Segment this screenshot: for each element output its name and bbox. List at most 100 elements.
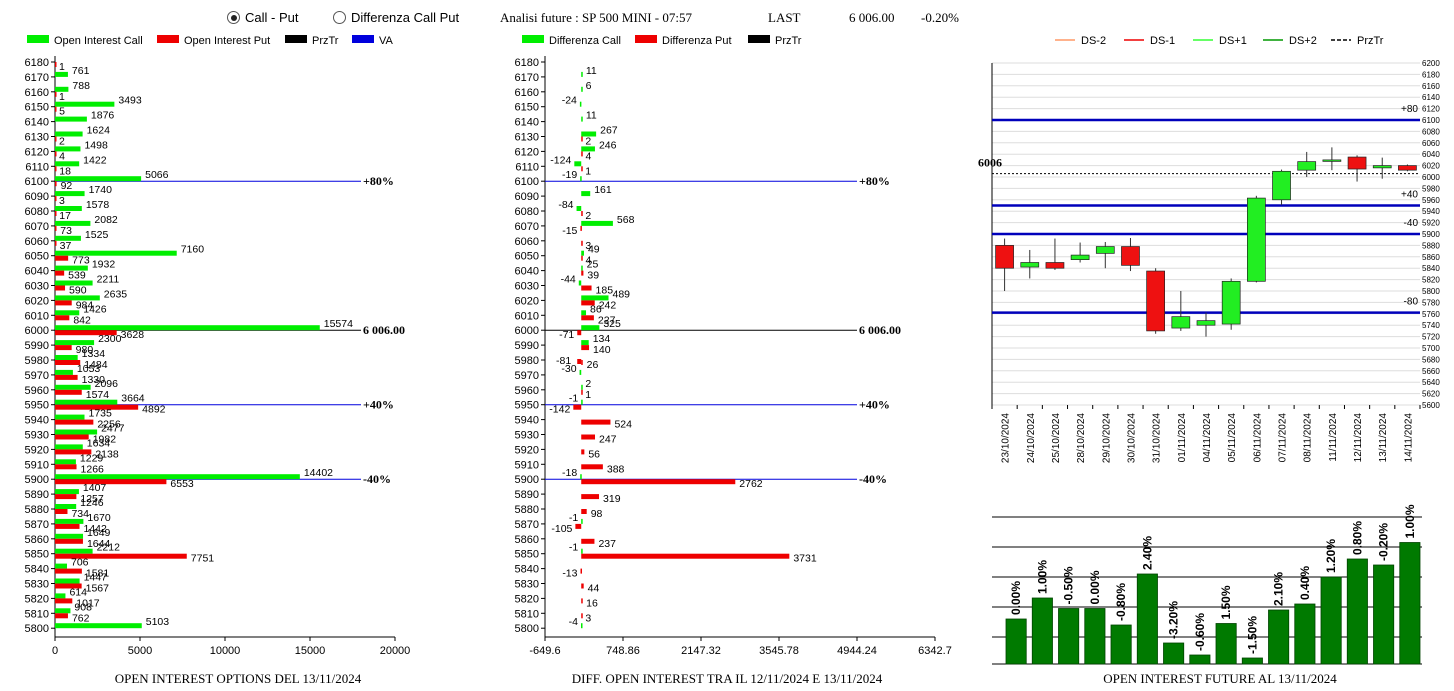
bar-call: [55, 206, 82, 211]
put-value-label: 980: [76, 344, 94, 356]
strike-label: 5910: [25, 459, 49, 471]
put-value-label: 388: [607, 463, 625, 475]
bar-call: [581, 265, 583, 271]
bar-call: [581, 340, 589, 346]
put-value-label: 2: [59, 136, 65, 148]
bar-put: [581, 583, 584, 589]
bar-put: [55, 315, 70, 321]
strike-label: 6020: [25, 295, 49, 307]
put-value-label: 17: [59, 210, 71, 222]
strike-label: 5930: [25, 430, 49, 442]
put-value-label: 6553: [170, 478, 194, 490]
put-value-label: 2256: [97, 419, 121, 431]
date-label: 24/10/2024: [1026, 413, 1037, 463]
date-label: 28/10/2024: [1076, 413, 1087, 463]
strike-label: 6150: [25, 102, 49, 114]
put-value-label: 37: [60, 240, 72, 252]
bar-put: [55, 225, 57, 231]
put-value-label: 1574: [86, 389, 110, 401]
bar-call: [581, 295, 609, 301]
call-value-label: 1426: [83, 303, 107, 315]
y-tick-label: 6060: [1422, 139, 1440, 148]
bar-call: [55, 355, 78, 360]
x-tick-label: 5000: [128, 645, 152, 657]
bar-put: [55, 479, 167, 485]
strike-label: 5990: [515, 340, 539, 352]
put-value-label: 984: [76, 299, 94, 311]
bar-put: [581, 211, 583, 216]
bar-put: [581, 255, 583, 261]
caption-right: OPEN INTEREST FUTURE AL 13/11/2024: [1103, 671, 1337, 686]
strike-label: 6180: [515, 57, 539, 69]
radio-diff-call-put[interactable]: Differenza Call Put: [333, 10, 459, 25]
candle-up: [1070, 254, 1090, 260]
put-value-label: 3: [585, 612, 591, 624]
strike-label: 5920: [515, 444, 539, 456]
radio-selected-icon[interactable]: [227, 11, 240, 24]
bar-put: [55, 360, 81, 365]
radio-unselected-icon[interactable]: [333, 11, 346, 24]
bar-call: [55, 101, 115, 107]
legend-label: Open Interest Call: [54, 35, 143, 47]
candle-up: [1020, 262, 1040, 268]
strike-label: 6060: [515, 236, 539, 248]
y-tick-label: 5760: [1422, 310, 1440, 319]
bar-put: [55, 374, 78, 380]
bar-put: [55, 62, 57, 67]
y-tick-label: 6080: [1422, 127, 1440, 136]
y-tick-label: 5640: [1422, 378, 1440, 387]
radio-diff-label: Differenza Call Put: [351, 10, 460, 25]
legend-swatch: [157, 35, 179, 43]
last-price-label: 6006: [978, 156, 1002, 170]
call-value-label: 489: [613, 288, 631, 300]
oi-bar: [1005, 618, 1027, 665]
bar-put: [581, 419, 611, 425]
bar-put: [55, 330, 117, 336]
strike-label: 5800: [515, 623, 539, 635]
reference-label: -40%: [363, 472, 391, 486]
put-value-label: -13: [562, 568, 577, 580]
strike-label: 6040: [25, 266, 49, 278]
oi-value-label: 1.50%: [1219, 585, 1233, 619]
y-tick-label: 5900: [1422, 230, 1440, 239]
oi-value-label: 1.00%: [1403, 504, 1417, 538]
call-value-label: -1: [569, 512, 578, 524]
oi-bar: [1031, 597, 1053, 665]
bar-call: [55, 220, 91, 226]
call-value-label: 2211: [97, 274, 120, 286]
put-value-label: 524: [614, 419, 632, 431]
put-value-label: 5: [59, 106, 65, 118]
strike-label: 5900: [515, 474, 539, 486]
legend-swatch: [748, 35, 770, 43]
bar-put: [577, 330, 582, 336]
radio-call-put[interactable]: Call - Put: [227, 10, 298, 25]
put-value-label: 2: [585, 210, 591, 222]
y-tick-label: 5920: [1422, 219, 1440, 228]
strike-label: 5950: [515, 400, 539, 412]
put-value-label: 56: [588, 448, 600, 460]
bar-put: [581, 464, 603, 470]
call-value-label: 1498: [84, 139, 108, 151]
bar-call: [55, 86, 69, 92]
strike-label: 6120: [25, 146, 49, 158]
date-label: 23/10/2024: [1001, 413, 1012, 463]
bar-put: [581, 270, 584, 276]
y-tick-label: 5980: [1422, 184, 1440, 193]
strike-label: 6000: [25, 325, 49, 337]
call-value-label: 1649: [87, 527, 111, 539]
strike-label: 6010: [515, 310, 539, 322]
call-value-label: 1740: [89, 184, 113, 196]
put-value-label: 185: [596, 285, 614, 297]
neg-value-label: -81: [556, 355, 571, 367]
x-tick-label: 15000: [295, 645, 326, 657]
bar-put: [55, 181, 57, 187]
call-value-label: 2096: [95, 378, 119, 390]
strike-label: 6030: [25, 281, 49, 293]
bar-put: [577, 359, 582, 364]
put-value-label: -71: [559, 329, 574, 341]
bar-call: [581, 623, 583, 629]
put-value-label: 4: [59, 150, 65, 162]
oi-value-label: 1.20%: [1324, 539, 1338, 573]
strike-label: 5830: [515, 579, 539, 591]
strike-label: 5870: [515, 519, 539, 531]
